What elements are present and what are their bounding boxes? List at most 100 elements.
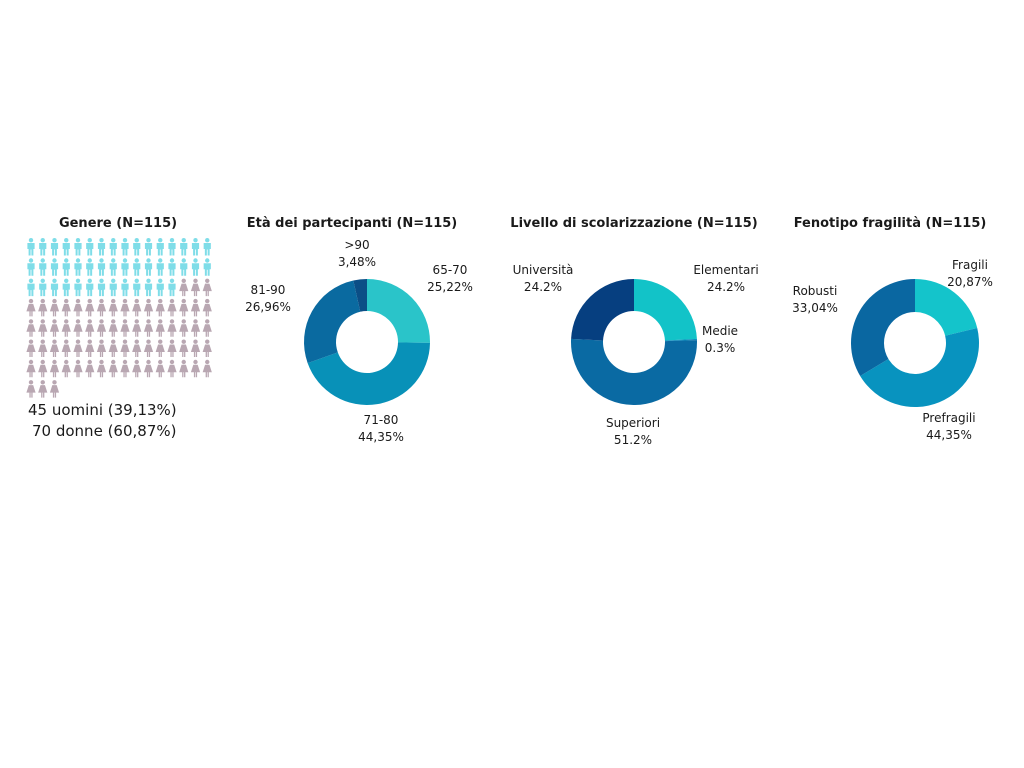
man-icon bbox=[168, 278, 176, 297]
woman-icon bbox=[49, 380, 60, 398]
woman-icon bbox=[143, 298, 154, 317]
woman-icon bbox=[155, 339, 165, 357]
man-icon bbox=[133, 238, 141, 256]
woman-icon bbox=[61, 359, 71, 378]
woman-icon bbox=[61, 319, 71, 337]
woman-icon bbox=[120, 359, 130, 378]
woman-icon bbox=[49, 339, 60, 357]
woman-icon bbox=[108, 298, 118, 317]
man-icon bbox=[27, 278, 35, 297]
man-icon bbox=[156, 238, 164, 256]
edu-label-elementari: Elementari 24.2% bbox=[693, 263, 759, 294]
man-icon bbox=[156, 258, 164, 276]
man-icon bbox=[50, 258, 59, 276]
edu-label-superiori: Superiori 51.2% bbox=[605, 416, 661, 447]
age-label-81-90: 81-90 26,96% bbox=[245, 283, 291, 314]
man-icon bbox=[203, 238, 211, 256]
woman-icon bbox=[108, 359, 118, 378]
age-title: Età dei partecipanti (N=115) bbox=[246, 216, 458, 231]
frailty-label-robusti: Robusti 33,04% bbox=[792, 284, 838, 315]
woman-icon bbox=[38, 359, 48, 378]
woman-icon bbox=[132, 339, 142, 357]
woman-icon bbox=[96, 298, 107, 317]
man-icon bbox=[203, 258, 211, 276]
man-icon bbox=[86, 278, 94, 297]
woman-icon bbox=[132, 359, 142, 378]
man-icon bbox=[39, 238, 47, 256]
edu-slice-1 bbox=[664, 338, 697, 342]
woman-icon bbox=[202, 359, 212, 378]
edu-label-medie: Medie 0.3% bbox=[701, 324, 739, 355]
woman-icon bbox=[26, 319, 36, 337]
gender-women-label: 70 donne (60,87%) bbox=[32, 422, 177, 440]
frailty-title: Fenotipo fragilità (N=115) bbox=[793, 216, 987, 231]
woman-icon bbox=[96, 319, 107, 337]
frailty-slice-1 bbox=[860, 328, 980, 407]
woman-icon bbox=[73, 339, 83, 357]
woman-icon bbox=[202, 339, 212, 357]
woman-icon bbox=[73, 319, 83, 337]
woman-icon bbox=[179, 278, 189, 297]
frailty-label-fragili: Fragili 20,87% bbox=[947, 258, 993, 289]
woman-icon bbox=[49, 359, 60, 378]
woman-icon bbox=[179, 339, 189, 357]
woman-icon bbox=[49, 319, 60, 337]
age-label-71-80: 71-80 44,35% bbox=[358, 413, 404, 444]
age-label-over-90: >90 3,48% bbox=[337, 238, 377, 269]
man-icon bbox=[39, 278, 47, 297]
woman-icon bbox=[73, 298, 83, 317]
gender-title: Genere (N=115) bbox=[58, 216, 178, 231]
man-icon bbox=[74, 238, 82, 256]
age-slice-2 bbox=[303, 280, 361, 364]
man-icon bbox=[121, 238, 129, 256]
woman-icon bbox=[143, 339, 154, 357]
frailty-label-prefragili: Prefragili 44,35% bbox=[922, 411, 976, 442]
edu-slice-2 bbox=[571, 338, 697, 405]
man-icon bbox=[62, 278, 70, 297]
woman-icon bbox=[190, 298, 201, 317]
woman-icon bbox=[26, 380, 36, 398]
woman-icon bbox=[85, 298, 95, 317]
age-slice-0 bbox=[367, 279, 430, 343]
woman-icon bbox=[143, 319, 154, 337]
woman-icon bbox=[85, 319, 95, 337]
woman-icon bbox=[61, 298, 71, 317]
woman-icon bbox=[108, 319, 118, 337]
man-icon bbox=[62, 258, 70, 276]
woman-icon bbox=[96, 359, 107, 378]
woman-icon bbox=[120, 298, 130, 317]
man-icon bbox=[50, 238, 59, 256]
woman-icon bbox=[85, 359, 95, 378]
gender-summary: 45 uomini (39,13%) 70 donne (60,87%) bbox=[28, 400, 177, 442]
man-icon bbox=[86, 238, 94, 256]
woman-icon bbox=[85, 339, 95, 357]
woman-icon bbox=[38, 380, 48, 398]
woman-icon bbox=[143, 359, 154, 378]
edu-slice-3 bbox=[571, 279, 634, 341]
woman-icon bbox=[190, 339, 201, 357]
woman-icon bbox=[190, 319, 201, 337]
woman-icon bbox=[73, 359, 83, 378]
woman-icon bbox=[167, 298, 177, 317]
man-icon bbox=[144, 238, 153, 256]
man-icon bbox=[62, 238, 70, 256]
woman-icon bbox=[61, 339, 71, 357]
gender-men-label: 45 uomini (39,13%) bbox=[28, 401, 177, 419]
woman-icon bbox=[167, 359, 177, 378]
woman-icon bbox=[179, 319, 189, 337]
man-icon bbox=[121, 278, 129, 297]
woman-icon bbox=[38, 319, 48, 337]
man-icon bbox=[109, 258, 117, 276]
man-icon bbox=[156, 278, 164, 297]
man-icon bbox=[109, 278, 117, 297]
man-icon bbox=[168, 258, 176, 276]
man-icon bbox=[97, 238, 106, 256]
man-icon bbox=[144, 258, 153, 276]
man-icon bbox=[191, 258, 200, 276]
age-label-65-70: 65-70 25,22% bbox=[427, 263, 473, 294]
man-icon bbox=[109, 238, 117, 256]
man-icon bbox=[97, 258, 106, 276]
woman-icon bbox=[49, 298, 60, 317]
